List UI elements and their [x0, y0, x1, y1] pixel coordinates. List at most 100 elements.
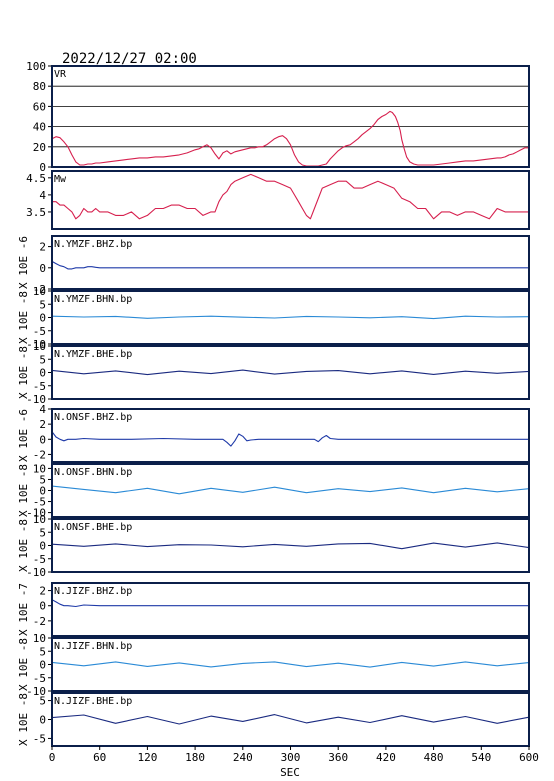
series-line [52, 173, 529, 220]
y-tick-label: 0 [39, 540, 46, 553]
panel-label: N.YMZF.BHE.bp [54, 349, 132, 360]
y-tick-label: -2 [33, 615, 46, 628]
panel-frame [51, 582, 530, 637]
panel-frame [51, 235, 530, 290]
x-tick-label: 60 [93, 751, 106, 764]
y-tick-label: 40 [33, 121, 46, 134]
x-tick-label: 540 [471, 751, 491, 764]
y-tick-label: -5 [33, 553, 46, 566]
series-line [51, 599, 529, 608]
panel-1: 0 20 40 60 80 100 VR [26, 60, 530, 174]
x-tick-label: 0 [49, 751, 56, 764]
y-tick-label: 100 [26, 60, 46, 73]
y-tick-label: -10 [26, 685, 46, 698]
chart-title: 2022/12/27 02:00 [62, 51, 197, 67]
panel-frame [51, 518, 530, 573]
y-tick-label: 10 [33, 632, 46, 645]
series-line [51, 369, 530, 376]
y-tick-label: 0 [39, 312, 46, 325]
panel-frame [51, 65, 530, 168]
x-tick-label: 600 [519, 751, 539, 764]
panel-frame [51, 408, 530, 463]
x-axis-label: SEC [280, 766, 300, 779]
y-tick-label: -5 [33, 325, 46, 338]
series-line [51, 714, 530, 725]
series-line [51, 315, 530, 320]
y-axis-label: X 10E -7 [17, 583, 30, 636]
panel-label: N.JIZF.BHE.bp [54, 696, 132, 707]
y-tick-label: 5 [39, 298, 46, 311]
y-tick-label: -10 [26, 566, 46, 579]
panel-frame [51, 345, 530, 400]
y-axis-label: X 10E -8 [17, 346, 30, 399]
series-line [51, 661, 530, 668]
y-axis-label: X 10E -8 [17, 464, 30, 517]
y-tick-label: 5 [39, 526, 46, 539]
y-tick-label: 2 [39, 418, 46, 431]
y-tick-label: 5 [39, 473, 46, 486]
y-axis-label: X 10E -6 [17, 236, 30, 289]
y-tick-label: -5 [33, 672, 46, 685]
panel-label: N.ONSF.BHN.bp [54, 467, 132, 478]
y-tick-label: 20 [33, 141, 46, 154]
y-tick-label: -10 [26, 338, 46, 351]
panel-3: -2 0 2 N.YMZF.BHZ.bp X 10E -6 [17, 235, 530, 296]
panel-label: N.YMZF.BHN.bp [54, 294, 132, 305]
y-tick-label: 0 [39, 659, 46, 672]
series-line [51, 260, 529, 270]
y-tick-label: 5 [39, 695, 46, 708]
y-tick-label: 0 [39, 367, 46, 380]
y-tick-label: 10 [33, 285, 46, 298]
series-line [51, 431, 529, 447]
y-tick-label: -5 [33, 732, 46, 745]
panel-frame [51, 463, 530, 518]
y-tick-label: 5 [39, 353, 46, 366]
y-tick-label: -2 [33, 448, 46, 461]
y-tick-label: -5 [33, 380, 46, 393]
x-tick-label: 300 [281, 751, 301, 764]
panel-frame [51, 170, 530, 230]
y-tick-label: 0 [39, 433, 46, 446]
panel-label: VR [54, 69, 67, 80]
y-tick-label: 2 [39, 585, 46, 598]
y-tick-label: 60 [33, 100, 46, 113]
panel-label: N.ONSF.BHE.bp [54, 522, 132, 533]
panel-label: N.JIZF.BHN.bp [54, 641, 132, 652]
x-axis: 0 60 120 180 240 300 360 420 480 540 600 [49, 746, 539, 764]
panel-label: N.ONSF.BHZ.bp [54, 412, 132, 423]
series-line [51, 542, 530, 550]
y-tick-label: 80 [33, 80, 46, 93]
x-tick-label: 180 [185, 751, 205, 764]
y-axis-label: X 10E -8 [17, 638, 30, 691]
x-tick-label: 360 [328, 751, 348, 764]
panel-11: -5 0 5 N.JIZF.BHE.bp X 10E -8 [17, 692, 530, 747]
panel-frame [51, 637, 530, 692]
y-tick-label: 2 [39, 241, 46, 254]
y-tick-label: 10 [33, 462, 46, 475]
y-tick-label: 3.5 [26, 206, 46, 219]
y-tick-label: -10 [26, 393, 46, 406]
y-tick-label: 0 [39, 714, 46, 727]
y-tick-label: 10 [33, 513, 46, 526]
y-tick-label: -10 [26, 507, 46, 520]
y-tick-label: 0 [39, 161, 46, 174]
y-tick-label: 0 [39, 600, 46, 613]
y-tick-label: 0 [39, 262, 46, 275]
y-axis-label: X 10E -8 [17, 693, 30, 746]
panel-2: 3.5 4 4.5 Mw [26, 170, 530, 230]
series-line [51, 110, 529, 167]
y-tick-label: 4 [39, 189, 46, 202]
y-tick-label: -5 [33, 496, 46, 509]
x-tick-label: 480 [424, 751, 444, 764]
series-line [51, 485, 530, 495]
panel-label: Mw [54, 174, 67, 185]
panel-frame [51, 290, 530, 345]
y-tick-label: 10 [33, 340, 46, 353]
